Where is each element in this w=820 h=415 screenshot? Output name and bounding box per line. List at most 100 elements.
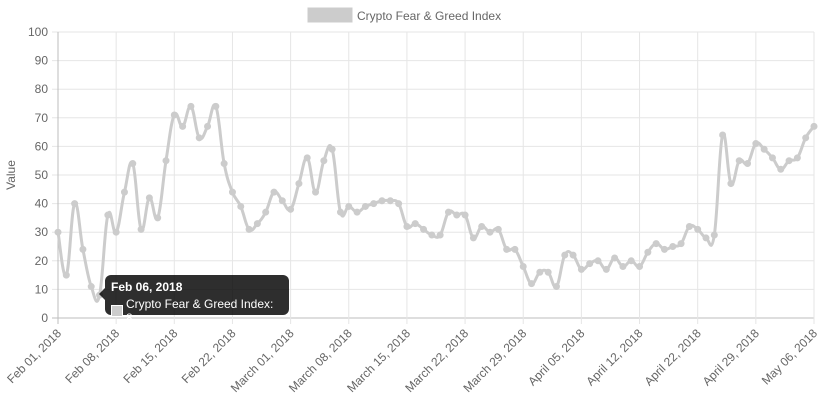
data-point[interactable]	[444, 208, 452, 216]
data-point[interactable]	[436, 231, 444, 239]
data-point[interactable]	[395, 200, 403, 208]
data-point[interactable]	[494, 225, 502, 233]
data-point[interactable]	[353, 208, 361, 216]
data-point[interactable]	[386, 197, 394, 205]
data-point[interactable]	[685, 222, 693, 230]
data-point[interactable]	[179, 122, 187, 130]
data-point[interactable]	[760, 145, 768, 153]
data-point[interactable]	[602, 265, 610, 273]
data-point[interactable]	[644, 248, 652, 256]
data-point[interactable]	[361, 202, 369, 210]
data-point[interactable]	[619, 263, 627, 271]
data-point[interactable]	[469, 234, 477, 242]
data-point[interactable]	[752, 140, 760, 148]
data-point[interactable]	[453, 211, 461, 219]
data-point[interactable]	[768, 154, 776, 162]
data-point[interactable]	[154, 214, 162, 222]
data-point[interactable]	[137, 225, 145, 233]
data-point[interactable]	[336, 208, 344, 216]
data-point[interactable]	[370, 200, 378, 208]
data-point[interactable]	[561, 251, 569, 259]
data-point[interactable]	[552, 283, 560, 291]
data-point[interactable]	[694, 225, 702, 233]
data-point[interactable]	[245, 225, 253, 233]
data-point[interactable]	[785, 157, 793, 165]
data-point[interactable]	[270, 188, 278, 196]
data-point[interactable]	[287, 205, 295, 213]
y-tick-label: 80	[35, 82, 49, 96]
data-point[interactable]	[611, 254, 619, 262]
data-point[interactable]	[378, 197, 386, 205]
data-point[interactable]	[652, 240, 660, 248]
data-point[interactable]	[104, 211, 112, 219]
data-point[interactable]	[569, 251, 577, 259]
data-point[interactable]	[719, 131, 727, 139]
tooltip: Feb 06, 2018 Crypto Fear & Greed Index: …	[99, 275, 289, 325]
legend[interactable]: Crypto Fear & Greed Index	[307, 7, 501, 23]
data-point[interactable]	[145, 194, 153, 202]
x-tick-label: Feb 22, 2018	[179, 326, 239, 386]
data-point[interactable]	[195, 134, 203, 142]
data-point[interactable]	[528, 280, 536, 288]
data-point[interactable]	[727, 180, 735, 188]
data-point[interactable]	[87, 283, 95, 291]
series-line	[56, 103, 816, 303]
data-point[interactable]	[220, 160, 228, 168]
data-point[interactable]	[312, 188, 320, 196]
data-point[interactable]	[162, 157, 170, 165]
data-point[interactable]	[170, 111, 178, 119]
data-point[interactable]	[328, 145, 336, 153]
data-point[interactable]	[129, 160, 137, 168]
data-point[interactable]	[320, 157, 328, 165]
data-point[interactable]	[577, 265, 585, 273]
data-point[interactable]	[428, 231, 436, 239]
data-point[interactable]	[237, 202, 245, 210]
data-point[interactable]	[403, 222, 411, 230]
data-point[interactable]	[511, 245, 519, 253]
data-point[interactable]	[478, 222, 486, 230]
data-point[interactable]	[503, 245, 511, 253]
data-point[interactable]	[519, 263, 527, 271]
data-point[interactable]	[345, 202, 353, 210]
data-point[interactable]	[187, 102, 195, 110]
legend-label: Crypto Fear & Greed Index	[357, 9, 501, 23]
data-point[interactable]	[204, 122, 212, 130]
data-point[interactable]	[660, 245, 668, 253]
data-point[interactable]	[735, 157, 743, 165]
tooltip-title: Feb 06, 2018	[111, 280, 183, 294]
data-point[interactable]	[212, 102, 220, 110]
data-point[interactable]	[810, 122, 818, 130]
data-point[interactable]	[710, 231, 718, 239]
data-point[interactable]	[544, 268, 552, 276]
data-point[interactable]	[420, 225, 428, 233]
data-point[interactable]	[303, 154, 311, 162]
data-point[interactable]	[802, 134, 810, 142]
data-point[interactable]	[793, 154, 801, 162]
data-point[interactable]	[586, 260, 594, 268]
data-point[interactable]	[54, 228, 62, 236]
data-point[interactable]	[262, 208, 270, 216]
data-point[interactable]	[677, 240, 685, 248]
data-point[interactable]	[71, 200, 79, 208]
data-point[interactable]	[253, 220, 261, 228]
data-point[interactable]	[536, 268, 544, 276]
data-point[interactable]	[744, 160, 752, 168]
data-point[interactable]	[411, 220, 419, 228]
data-point[interactable]	[278, 197, 286, 205]
data-point[interactable]	[295, 180, 303, 188]
data-point[interactable]	[228, 188, 236, 196]
data-point[interactable]	[62, 271, 70, 279]
data-point[interactable]	[669, 243, 677, 250]
data-point[interactable]	[79, 245, 87, 253]
data-point[interactable]	[120, 188, 128, 196]
data-point[interactable]	[486, 228, 494, 236]
data-point[interactable]	[777, 165, 785, 173]
data-point[interactable]	[461, 211, 469, 219]
data-point[interactable]	[112, 228, 120, 236]
data-point[interactable]	[594, 257, 602, 265]
data-point[interactable]	[636, 263, 644, 271]
data-point[interactable]	[702, 234, 710, 242]
data-point[interactable]	[627, 257, 635, 265]
